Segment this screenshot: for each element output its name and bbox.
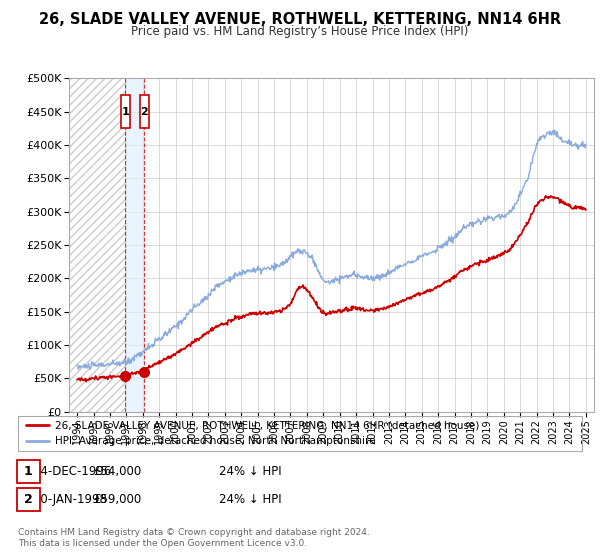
- Text: £54,000: £54,000: [93, 465, 141, 478]
- FancyBboxPatch shape: [121, 95, 130, 128]
- Text: Contains HM Land Registry data © Crown copyright and database right 2024.
This d: Contains HM Land Registry data © Crown c…: [18, 528, 370, 548]
- Text: HPI: Average price, detached house, North Northamptonshire: HPI: Average price, detached house, Nort…: [55, 436, 375, 446]
- FancyBboxPatch shape: [140, 95, 149, 128]
- Bar: [125, 78, 144, 412]
- Text: 2: 2: [140, 107, 148, 116]
- Text: 30-JAN-1998: 30-JAN-1998: [33, 493, 107, 506]
- Text: 1: 1: [121, 107, 129, 116]
- Bar: [69, 78, 127, 412]
- Text: 24% ↓ HPI: 24% ↓ HPI: [219, 493, 281, 506]
- Text: 26, SLADE VALLEY AVENUE, ROTHWELL, KETTERING, NN14 6HR: 26, SLADE VALLEY AVENUE, ROTHWELL, KETTE…: [39, 12, 561, 27]
- Text: 1: 1: [24, 465, 32, 478]
- Text: 2: 2: [24, 493, 32, 506]
- Text: 24% ↓ HPI: 24% ↓ HPI: [219, 465, 281, 478]
- Text: 04-DEC-1996: 04-DEC-1996: [33, 465, 112, 478]
- Text: £59,000: £59,000: [93, 493, 141, 506]
- Text: 26, SLADE VALLEY AVENUE, ROTHWELL, KETTERING, NN14 6HR (detached house): 26, SLADE VALLEY AVENUE, ROTHWELL, KETTE…: [55, 421, 479, 431]
- Text: Price paid vs. HM Land Registry’s House Price Index (HPI): Price paid vs. HM Land Registry’s House …: [131, 25, 469, 38]
